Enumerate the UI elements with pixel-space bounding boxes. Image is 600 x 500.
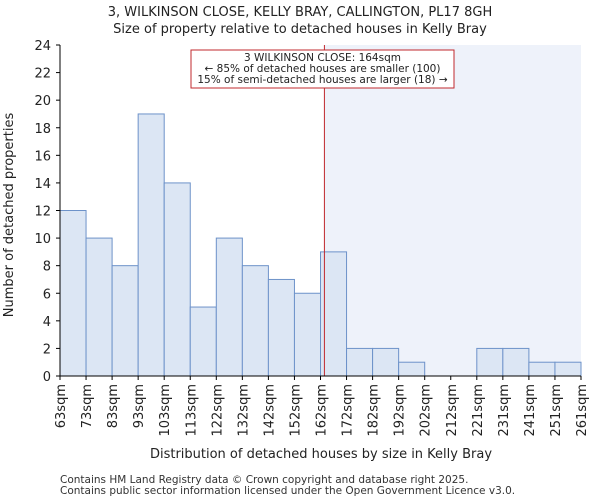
- x-tick-label: 83sqm: [106, 384, 121, 428]
- x-tick-label: 202sqm: [419, 384, 434, 437]
- x-tick-label: 172sqm: [341, 384, 356, 437]
- footer-line-1: Contains HM Land Registry data © Crown c…: [60, 474, 469, 486]
- bar: [59, 210, 87, 377]
- x-tick-label: 231sqm: [497, 384, 512, 437]
- x-tick-label: 162sqm: [315, 384, 330, 437]
- y-axis-label: Number of detached properties: [2, 113, 17, 318]
- bar: [267, 278, 295, 377]
- bar: [163, 182, 191, 377]
- x-tick-label: 73sqm: [80, 384, 95, 428]
- y-tick-label: 10: [34, 232, 51, 247]
- y-tick-label: 18: [34, 122, 51, 137]
- bar: [189, 306, 217, 377]
- x-tick-label: 261sqm: [575, 384, 590, 437]
- bar: [85, 237, 113, 377]
- bar: [241, 265, 269, 377]
- y-tick-label: 4: [43, 315, 51, 330]
- x-tick-label: 93sqm: [132, 384, 147, 428]
- annotation-line: 3 WILKINSON CLOSE: 164sqm: [244, 52, 401, 64]
- x-tick-label: 182sqm: [367, 384, 382, 437]
- y-tick-label: 0: [43, 370, 51, 385]
- x-tick-label: 132sqm: [236, 384, 251, 437]
- x-tick-label: 241sqm: [523, 384, 538, 437]
- annotation-box: [190, 49, 455, 89]
- bar: [502, 347, 530, 377]
- y-tick-label: 8: [43, 260, 51, 275]
- y-tick-label: 2: [43, 342, 51, 357]
- chart-title-line2: Size of property relative to detached ho…: [113, 22, 487, 37]
- bar: [293, 292, 322, 377]
- bar: [215, 237, 243, 377]
- x-tick-label: 63sqm: [54, 384, 69, 428]
- bar: [554, 361, 582, 377]
- x-tick-label: 251sqm: [549, 384, 564, 437]
- x-tick-label: 113sqm: [184, 384, 199, 437]
- x-tick-label: 103sqm: [158, 384, 173, 437]
- bar: [346, 347, 374, 377]
- y-tick-label: 22: [34, 67, 51, 82]
- bar: [111, 265, 139, 377]
- bar: [476, 347, 504, 377]
- y-tick-label: 20: [34, 94, 51, 109]
- y-tick-label: 24: [34, 39, 51, 54]
- larger-region-shade: [324, 45, 581, 376]
- y-tick-label: 16: [34, 149, 51, 164]
- bar: [137, 113, 165, 377]
- y-tick-label: 6: [43, 287, 51, 302]
- annotation-line: 15% of semi-detached houses are larger (…: [197, 74, 448, 86]
- bar: [372, 347, 400, 377]
- x-tick-label: 221sqm: [471, 384, 486, 437]
- x-tick-label: 122sqm: [210, 384, 225, 437]
- x-tick-label: 152sqm: [288, 384, 303, 437]
- chart-title-line1: 3, WILKINSON CLOSE, KELLY BRAY, CALLINGT…: [108, 5, 492, 20]
- bar: [398, 361, 426, 377]
- y-tick-label: 14: [34, 177, 51, 192]
- x-axis-label: Distribution of detached houses by size …: [150, 447, 492, 462]
- annotation-line: ← 85% of detached houses are smaller (10…: [205, 63, 441, 75]
- bar: [528, 361, 556, 377]
- x-tick-label: 212sqm: [445, 384, 460, 437]
- y-tick-label: 12: [34, 205, 51, 220]
- footer-line-2: Contains public sector information licen…: [60, 485, 516, 497]
- x-tick-label: 192sqm: [393, 384, 408, 437]
- x-tick-label: 142sqm: [262, 384, 277, 437]
